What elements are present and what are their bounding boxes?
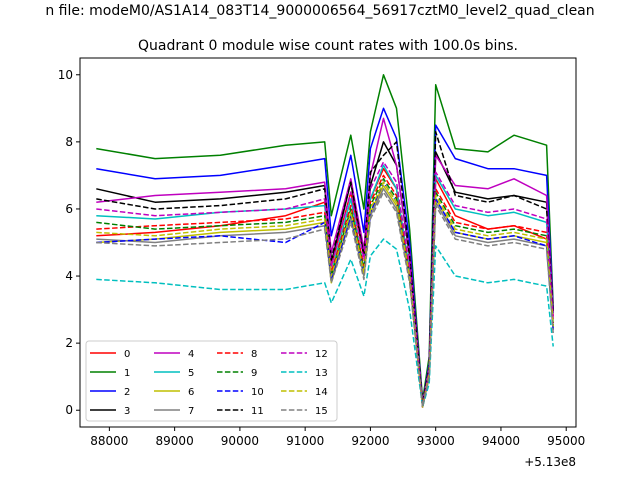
y-axis: 0 2 4 6 8 10 [58, 68, 80, 417]
x-axis-offset-label: +5.13e8 [524, 455, 576, 469]
legend-label-0: 0 [124, 349, 130, 360]
series-line-11 [96, 131, 554, 405]
series-line-7 [96, 188, 554, 408]
legend-label-14: 14 [315, 387, 328, 398]
legend-label-6: 6 [188, 387, 194, 398]
series-line-5 [96, 164, 554, 408]
legend-label-3: 3 [124, 406, 130, 417]
legend-label-11: 11 [251, 406, 264, 417]
chart-title: Quadrant 0 module wise count rates with … [138, 38, 518, 54]
x-tick-label: 88000 [90, 434, 128, 448]
series-line-8 [96, 174, 554, 408]
series-line-2 [96, 107, 554, 405]
legend-label-7: 7 [188, 406, 194, 417]
y-tick-label: 0 [65, 403, 73, 417]
legend-label-13: 13 [315, 368, 328, 379]
legend-label-12: 12 [315, 349, 328, 360]
series-line-12 [96, 161, 554, 408]
y-tick-label: 8 [65, 135, 73, 149]
figure-suptitle: n file: modeM0/AS1A14_083T14_9000006564_… [45, 3, 594, 19]
series-line-0 [96, 167, 554, 408]
y-tick-label: 4 [65, 269, 73, 283]
x-tick-label: 94000 [482, 434, 520, 448]
series-line-3 [96, 141, 554, 408]
x-tick-label: 93000 [417, 434, 455, 448]
legend-label-2: 2 [124, 387, 130, 398]
series-layer [96, 74, 554, 408]
x-tick-label: 91000 [286, 434, 324, 448]
y-tick-label: 6 [65, 202, 73, 216]
axes-frame [79, 57, 577, 428]
series-line-10 [96, 181, 554, 408]
x-tick-label: 89000 [156, 434, 194, 448]
legend-box [85, 340, 338, 422]
y-tick-label: 10 [58, 68, 73, 82]
legend-label-1: 1 [124, 368, 130, 379]
series-line-1 [96, 74, 554, 401]
series-line-9 [96, 178, 554, 408]
series-line-13 [96, 238, 554, 408]
x-axis: 88000 89000 90000 91000 92000 93000 94000 95000 [90, 427, 585, 448]
legend-label-9: 9 [251, 368, 257, 379]
legend-label-5: 5 [188, 368, 194, 379]
x-tick-label: 92000 [351, 434, 389, 448]
x-tick-label: 90000 [221, 434, 259, 448]
y-tick-label: 2 [65, 336, 73, 350]
series-line-15 [96, 191, 554, 408]
series-line-4 [96, 117, 554, 405]
legend-label-4: 4 [188, 349, 194, 360]
legend-label-8: 8 [251, 349, 257, 360]
legend-label-15: 15 [315, 406, 328, 417]
x-tick-label: 95000 [547, 434, 585, 448]
legend-label-10: 10 [251, 387, 264, 398]
